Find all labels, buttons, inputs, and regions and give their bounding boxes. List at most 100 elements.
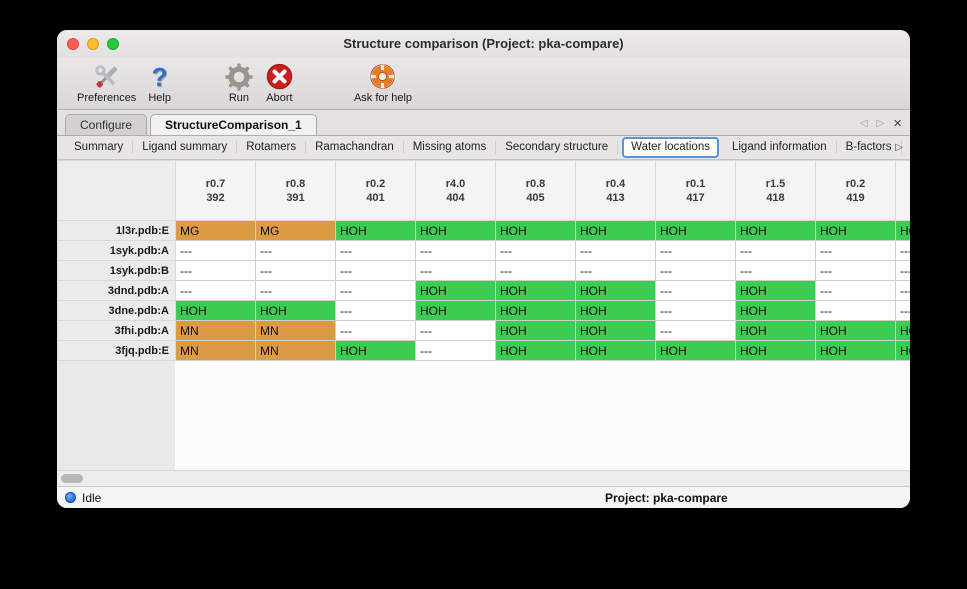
table-cell[interactable]: HOH	[575, 340, 656, 361]
subtab-b-factors[interactable]: B-factors	[837, 141, 902, 154]
subtab-ligand-summary[interactable]: Ligand summary	[133, 141, 238, 154]
subtab-rotamers[interactable]: Rotamers	[237, 141, 307, 154]
table-cell[interactable]: HOH	[415, 280, 496, 301]
table-cell[interactable]: HOH	[735, 220, 816, 241]
subtab-ligand-information[interactable]: Ligand information	[723, 141, 837, 154]
table-cell[interactable]: HOH	[735, 340, 816, 361]
table-cell-partial[interactable]: ---	[895, 240, 910, 261]
table-cell-partial[interactable]: ---	[895, 300, 910, 321]
table-cell-partial[interactable]: HOH	[895, 320, 910, 341]
abort-button[interactable]: Abort	[259, 60, 300, 105]
table-cell-partial[interactable]: ---	[895, 280, 910, 301]
table-cell-partial[interactable]: HOH	[895, 340, 910, 361]
table-cell[interactable]: HOH	[735, 300, 816, 321]
table-cell[interactable]: MN	[175, 320, 256, 341]
table-cell[interactable]: ---	[655, 300, 736, 321]
table-cell[interactable]: HOH	[815, 220, 896, 241]
table-cell[interactable]: ---	[655, 260, 736, 281]
table-cell[interactable]: ---	[815, 280, 896, 301]
column-header[interactable]: r0.8 405	[495, 160, 576, 221]
table-cell[interactable]: MN	[255, 320, 336, 341]
table-cell[interactable]: ---	[415, 340, 496, 361]
table-cell[interactable]: ---	[335, 260, 416, 281]
subtab-scroll-right-icon[interactable]: ▷	[895, 142, 903, 153]
ask-for-help-button[interactable]: Ask for help	[348, 60, 418, 105]
column-header-partial[interactable]	[895, 160, 910, 221]
table-cell[interactable]: HOH	[735, 320, 816, 341]
table-cell[interactable]: HOH	[495, 280, 576, 301]
table-cell[interactable]: ---	[415, 320, 496, 341]
table-cell[interactable]: HOH	[495, 300, 576, 321]
table-cell[interactable]: ---	[655, 320, 736, 341]
table-cell[interactable]: ---	[255, 240, 336, 261]
table-cell[interactable]: ---	[335, 320, 416, 341]
table-cell[interactable]: MG	[255, 220, 336, 241]
row-header[interactable]: 1l3r.pdb:E	[57, 220, 176, 241]
table-cell[interactable]: ---	[655, 280, 736, 301]
table-cell[interactable]: HOH	[655, 340, 736, 361]
column-header[interactable]: r0.1 417	[655, 160, 736, 221]
table-cell[interactable]: ---	[335, 300, 416, 321]
table-cell-partial[interactable]: ---	[895, 260, 910, 281]
table-cell[interactable]: ---	[735, 260, 816, 281]
table-cell[interactable]: ---	[495, 240, 576, 261]
table-cell[interactable]: ---	[815, 260, 896, 281]
row-header[interactable]: 1syk.pdb:A	[57, 240, 176, 261]
table-cell[interactable]: HOH	[575, 320, 656, 341]
table-cell[interactable]: ---	[575, 260, 656, 281]
tab-close-icon[interactable]: ×	[893, 114, 902, 132]
table-cell[interactable]: HOH	[495, 340, 576, 361]
row-header[interactable]: 3fhi.pdb:A	[57, 320, 176, 341]
table-cell[interactable]: HOH	[495, 220, 576, 241]
horizontal-scrollbar[interactable]	[57, 470, 910, 486]
table-cell[interactable]: HOH	[655, 220, 736, 241]
table-cell[interactable]: ---	[575, 240, 656, 261]
row-header[interactable]: 3dne.pdb:A	[57, 300, 176, 321]
table-cell[interactable]: ---	[335, 280, 416, 301]
column-header[interactable]: r0.8 391	[255, 160, 336, 221]
minimize-window-button[interactable]	[87, 38, 99, 50]
table-cell[interactable]: ---	[415, 240, 496, 261]
close-window-button[interactable]	[67, 38, 79, 50]
row-header[interactable]: 3dnd.pdb:A	[57, 280, 176, 301]
table-cell[interactable]: ---	[255, 260, 336, 281]
help-button[interactable]: ? Help	[142, 60, 177, 105]
table-cell[interactable]: HOH	[815, 320, 896, 341]
table-cell[interactable]: ---	[175, 240, 256, 261]
table-cell[interactable]: ---	[335, 240, 416, 261]
column-header[interactable]: r0.2 419	[815, 160, 896, 221]
table-cell[interactable]: HOH	[415, 220, 496, 241]
column-header[interactable]: r0.7 392	[175, 160, 256, 221]
table-cell[interactable]: ---	[655, 240, 736, 261]
column-header[interactable]: r0.2 401	[335, 160, 416, 221]
column-header[interactable]: r4.0 404	[415, 160, 496, 221]
table-cell[interactable]: HOH	[575, 280, 656, 301]
table-cell[interactable]: ---	[815, 240, 896, 261]
row-header[interactable]: 3fjq.pdb:E	[57, 340, 176, 361]
subtab-water-locations[interactable]: Water locations	[622, 137, 719, 158]
table-cell[interactable]: HOH	[575, 300, 656, 321]
table-cell[interactable]: HOH	[495, 320, 576, 341]
table-cell[interactable]: ---	[735, 240, 816, 261]
table-cell[interactable]: HOH	[175, 300, 256, 321]
preferences-button[interactable]: Preferences	[71, 60, 142, 105]
subtab-secondary-structure[interactable]: Secondary structure	[496, 141, 619, 154]
run-button[interactable]: Run	[219, 60, 259, 105]
table-cell[interactable]: HOH	[255, 300, 336, 321]
row-header[interactable]: 1syk.pdb:B	[57, 260, 176, 281]
table-cell[interactable]: HOH	[575, 220, 656, 241]
table-cell[interactable]: ---	[255, 280, 336, 301]
subtab-ramachandran[interactable]: Ramachandran	[306, 141, 404, 154]
table-cell[interactable]: MG	[175, 220, 256, 241]
table-cell[interactable]: ---	[815, 300, 896, 321]
table-cell[interactable]: ---	[415, 260, 496, 281]
column-header[interactable]: r1.5 418	[735, 160, 816, 221]
table-cell[interactable]: ---	[175, 260, 256, 281]
table-cell[interactable]: HOH	[735, 280, 816, 301]
subtab-scroll-left-icon[interactable]: ◁	[880, 142, 889, 153]
column-header[interactable]: r0.4 413	[575, 160, 656, 221]
tab-configure[interactable]: Configure	[65, 114, 148, 135]
scrollbar-thumb[interactable]	[61, 474, 83, 483]
tab-scroll-left-icon[interactable]: ◁	[859, 117, 868, 129]
zoom-window-button[interactable]	[107, 38, 119, 50]
